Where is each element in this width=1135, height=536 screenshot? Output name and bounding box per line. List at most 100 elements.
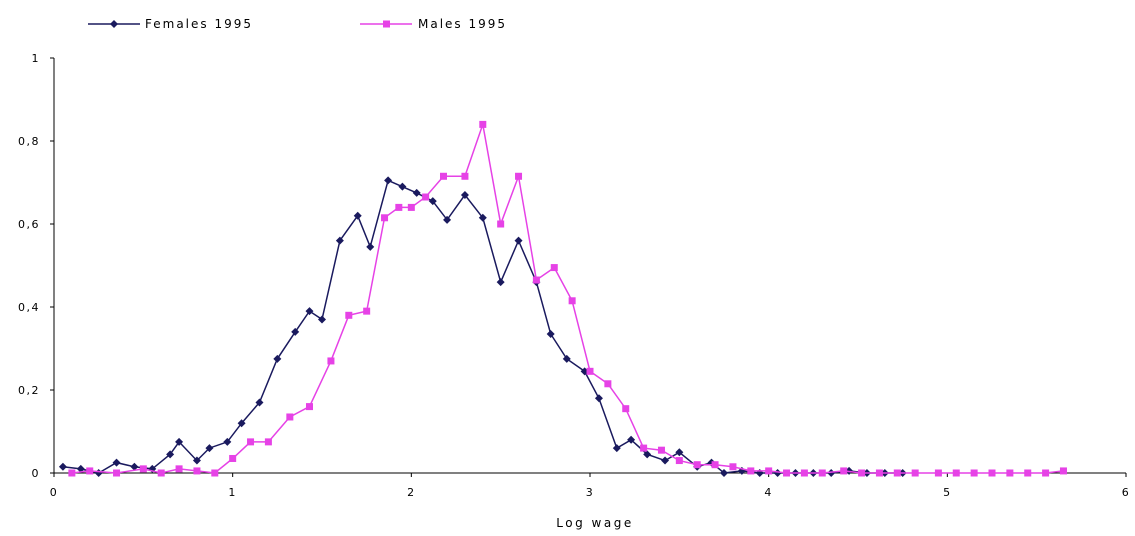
y-tick-label: 0,8 <box>18 135 40 148</box>
data-point <box>443 215 452 224</box>
data-point <box>604 380 612 388</box>
data-point <box>875 469 883 477</box>
axes <box>50 57 1127 477</box>
y-tick-label: 0 <box>32 467 41 480</box>
data-point <box>175 437 184 446</box>
data-point <box>568 297 576 305</box>
data-point <box>412 188 421 197</box>
data-point <box>345 311 353 319</box>
legend-item-females: Females 1995 <box>88 17 253 31</box>
data-point <box>627 435 636 444</box>
data-point <box>291 327 300 336</box>
legend-females-marker <box>110 20 118 28</box>
data-point <box>970 469 978 477</box>
data-point <box>366 242 375 251</box>
data-point <box>515 172 523 180</box>
data-point <box>76 464 85 473</box>
x-tick-label: 0 <box>50 486 59 499</box>
data-point <box>661 456 670 465</box>
data-point <box>747 467 755 475</box>
data-point <box>546 329 555 338</box>
data-point <box>532 276 540 284</box>
data-point <box>68 469 76 477</box>
y-tick-label: 0,6 <box>18 218 40 231</box>
x-tick-label: 5 <box>943 486 952 499</box>
data-point <box>130 462 139 471</box>
x-axis-title: Log wage <box>556 516 633 530</box>
data-point <box>514 236 523 245</box>
data-point <box>363 307 371 315</box>
plot-area <box>58 120 1067 477</box>
data-point <box>612 444 621 453</box>
data-point <box>827 469 836 477</box>
data-point <box>952 469 960 477</box>
data-point <box>335 236 344 245</box>
data-point <box>562 354 571 363</box>
data-point <box>94 469 103 477</box>
x-tick-label: 6 <box>1122 486 1131 499</box>
data-point <box>211 469 219 477</box>
series-line <box>71 121 1064 474</box>
legend-males-marker <box>383 20 390 28</box>
data-point <box>858 469 866 477</box>
data-point <box>193 467 201 475</box>
data-point <box>711 461 719 469</box>
data-point <box>192 456 201 465</box>
data-point <box>675 457 683 465</box>
data-point <box>175 465 183 473</box>
data-point <box>384 176 393 185</box>
data-point <box>643 450 652 459</box>
data-point <box>264 438 272 446</box>
data-point <box>223 437 232 446</box>
data-point <box>497 220 505 228</box>
data-point <box>305 403 313 411</box>
data-point <box>783 469 791 477</box>
data-point <box>255 398 264 407</box>
data-point <box>893 469 901 477</box>
data-point <box>460 190 469 199</box>
data-point <box>166 450 175 459</box>
data-point <box>1024 469 1032 477</box>
data-point <box>934 469 942 477</box>
data-point <box>407 203 415 211</box>
data-point <box>428 197 437 206</box>
y-tick-labels: 0 0,2 0,4 0,6 0,8 1 <box>18 52 41 480</box>
data-point <box>381 214 389 222</box>
legend-females-label: Females 1995 <box>145 17 253 31</box>
series-line <box>62 179 903 474</box>
data-point <box>113 469 121 477</box>
data-point <box>237 419 246 428</box>
data-point <box>58 462 67 471</box>
data-point <box>479 120 487 128</box>
x-tick-label: 3 <box>586 486 595 499</box>
data-point <box>286 413 294 421</box>
x-tick-label: 1 <box>228 486 237 499</box>
data-point <box>720 469 728 477</box>
data-point <box>305 307 314 316</box>
data-point <box>229 454 237 462</box>
data-point <box>1006 469 1014 477</box>
data-point <box>800 469 808 477</box>
y-tick-label: 0,2 <box>18 384 40 397</box>
data-point <box>273 354 282 363</box>
data-point <box>657 446 665 454</box>
y-tick-label: 1 <box>32 52 41 65</box>
data-point <box>640 444 648 452</box>
data-point <box>1059 467 1067 475</box>
data-point <box>765 467 773 475</box>
series-females <box>58 176 907 477</box>
data-point <box>911 469 919 477</box>
data-point <box>247 438 255 446</box>
data-point <box>840 467 848 475</box>
data-point <box>550 264 558 272</box>
data-point <box>988 469 996 477</box>
data-point <box>586 367 594 375</box>
data-point <box>818 469 826 477</box>
legend-item-males: Males 1995 <box>360 17 505 31</box>
x-tick-label: 4 <box>764 486 773 499</box>
x-tick-labels: 0 1 2 3 4 5 6 <box>50 486 1131 499</box>
data-point <box>1042 469 1050 477</box>
data-point <box>395 203 403 211</box>
data-point <box>327 357 335 365</box>
y-tick-label: 0,4 <box>18 301 40 314</box>
